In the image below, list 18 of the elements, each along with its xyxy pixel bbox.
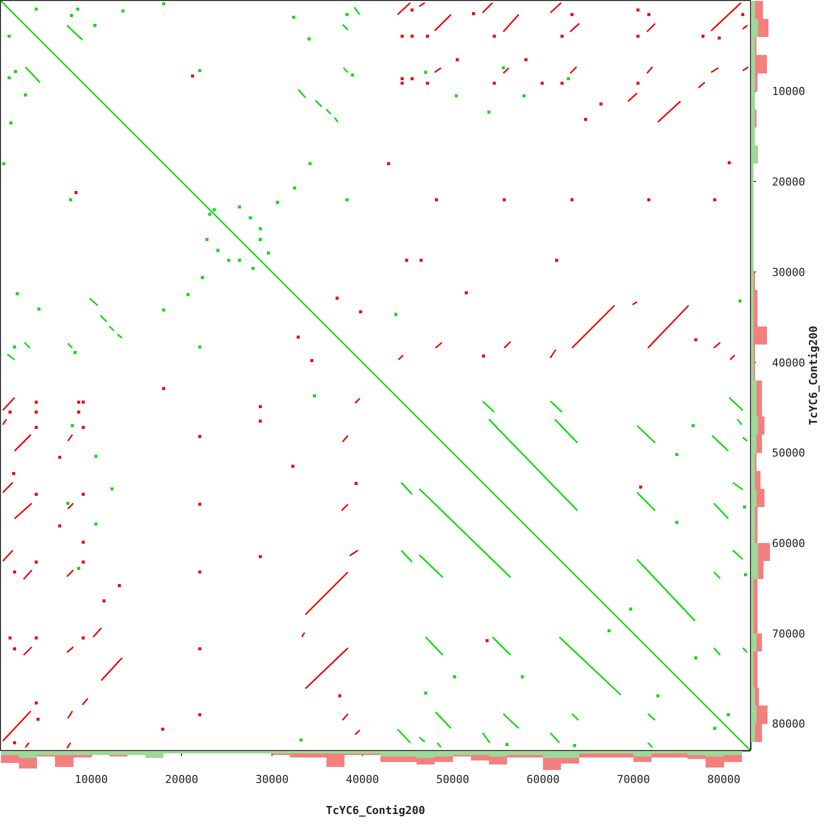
y-tick-label: 10000: [772, 85, 806, 98]
x-tick-label: 80000: [707, 773, 740, 786]
y-axis-title: TcYC6_Contig200: [807, 326, 820, 426]
y-tick-label: 30000: [772, 266, 806, 279]
y-tick-label: 20000: [772, 176, 806, 189]
y-tick-label: 70000: [772, 627, 806, 640]
y-tick-label: 80000: [772, 718, 806, 731]
x-tick-label: 60000: [526, 773, 560, 786]
x-axis-title: TcYC6_Contig200: [326, 804, 426, 817]
x-tick-label: 70000: [616, 773, 650, 786]
x-tick-label: 30000: [255, 773, 289, 786]
x-tick-label: 50000: [436, 773, 470, 786]
y-tick-label: 60000: [772, 536, 806, 550]
y-tick-label: 50000: [772, 446, 806, 460]
x-tick-label: 40000: [346, 773, 379, 786]
y-tick-label: 40000: [772, 356, 806, 370]
x-tick-label: 20000: [165, 773, 198, 786]
x-tick-label: 10000: [74, 773, 108, 786]
